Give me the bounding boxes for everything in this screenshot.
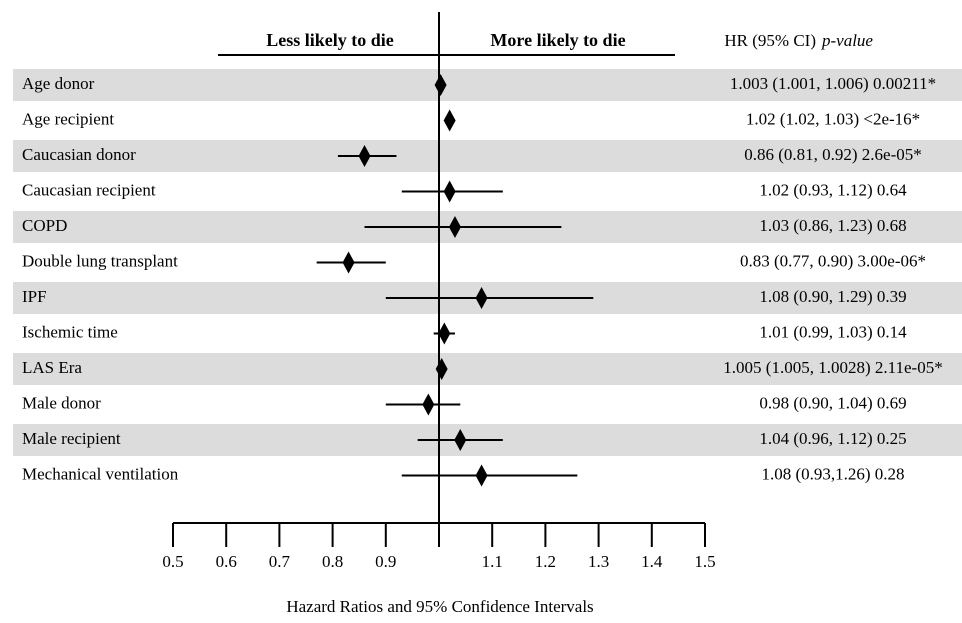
- row-label: Caucasian recipient: [22, 180, 156, 199]
- hr-diamond: [443, 180, 456, 203]
- row-stats: 1.01 (0.99, 1.03) 0.14: [759, 322, 907, 341]
- hr-diamond: [435, 358, 448, 380]
- row-band: [13, 353, 962, 385]
- stats-header: HR (95% CI): [724, 31, 816, 50]
- row-stats: 1.02 (0.93, 1.12) 0.64: [759, 180, 907, 199]
- row-label: Ischemic time: [22, 322, 118, 341]
- row-band: [13, 69, 962, 101]
- p-header: p-value: [821, 31, 873, 50]
- x-tick-label: 0.8: [322, 552, 343, 571]
- x-tick-label: 0.7: [269, 552, 291, 571]
- row-stats: 1.005 (1.005, 1.0028) 2.11e-05*: [723, 358, 942, 377]
- x-tick-label: 1.5: [694, 552, 715, 571]
- row-stats: 1.003 (1.001, 1.006) 0.00211*: [730, 74, 936, 93]
- row-stats: 1.08 (0.90, 1.29) 0.39: [759, 287, 906, 306]
- x-tick-label: 1.2: [535, 552, 556, 571]
- right-header: More likely to die: [490, 30, 625, 50]
- hr-diamond: [422, 393, 435, 416]
- hr-diamond: [438, 322, 451, 345]
- x-tick-label: 1.4: [641, 552, 663, 571]
- row-stats: 1.02 (1.02, 1.03) <2e-16*: [746, 109, 920, 128]
- hr-diamond: [475, 287, 488, 309]
- row-stats: 0.83 (0.77, 0.90) 3.00e-06*: [740, 251, 926, 270]
- row-label: Male recipient: [22, 429, 121, 448]
- hr-diamond: [342, 251, 355, 274]
- row-stats: 1.04 (0.96, 1.12) 0.25: [759, 429, 906, 448]
- row-label: Caucasian donor: [22, 145, 136, 164]
- hr-diamond: [358, 145, 371, 167]
- row-label: IPF: [22, 287, 47, 306]
- hr-diamond: [443, 109, 456, 132]
- row-band: [13, 140, 962, 172]
- x-axis-title: Hazard Ratios and 95% Confidence Interva…: [286, 597, 593, 616]
- row-stats: 1.03 (0.86, 1.23) 0.68: [759, 216, 906, 235]
- x-tick-label: 0.5: [162, 552, 183, 571]
- row-label: COPD: [22, 216, 67, 235]
- left-header: Less likely to die: [266, 30, 394, 50]
- hr-diamond: [448, 216, 461, 238]
- row-label: Double lung transplant: [22, 251, 178, 270]
- row-label: Age recipient: [22, 109, 114, 128]
- row-stats: 0.86 (0.81, 0.92) 2.6e-05*: [744, 145, 922, 164]
- x-tick-label: 1.3: [588, 552, 609, 571]
- row-stats: 0.98 (0.90, 1.04) 0.69: [759, 393, 906, 412]
- row-label: Age donor: [22, 74, 95, 93]
- x-tick-label: 0.9: [375, 552, 396, 571]
- row-label: LAS Era: [22, 358, 82, 377]
- row-label: Mechanical ventilation: [22, 464, 179, 483]
- hr-diamond: [434, 74, 447, 96]
- x-tick-label: 0.6: [216, 552, 237, 571]
- row-label: Male donor: [22, 393, 101, 412]
- hr-diamond: [454, 429, 467, 451]
- row-stats: 1.08 (0.93,1.26) 0.28: [761, 464, 904, 483]
- x-tick-label: 1.1: [482, 552, 503, 571]
- hr-diamond: [475, 464, 488, 487]
